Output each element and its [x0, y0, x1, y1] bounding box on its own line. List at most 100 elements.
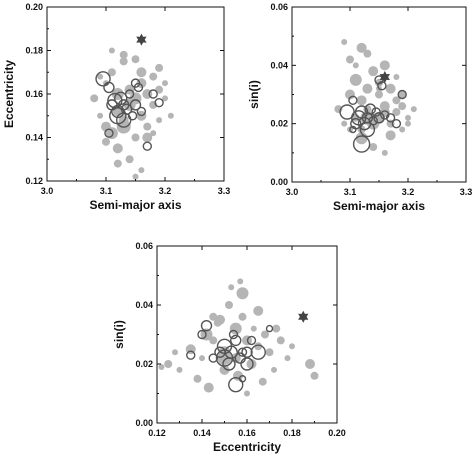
gray-point	[254, 342, 263, 351]
gray-point	[150, 130, 157, 137]
y-tick-label: 0.16	[25, 89, 43, 99]
gray-point	[381, 149, 388, 156]
gray-point	[209, 312, 218, 321]
open-circle-point	[348, 95, 358, 106]
star-marker	[379, 71, 390, 83]
open-circle-point	[250, 344, 266, 360]
gray-point	[305, 359, 315, 369]
gray-point	[199, 355, 205, 362]
open-circle-point	[197, 329, 207, 340]
scatter-panel-1: 3.0 3.1 3.2 3.3 0.12 0.14 0.16 0.18 0.20 Semi-maj…	[2, 2, 230, 212]
x-axis-label: Semi-major axis	[333, 199, 425, 213]
gray-point	[131, 133, 140, 142]
open-circle-point	[224, 345, 238, 359]
y-axis-label: sin(i)	[112, 320, 126, 349]
x-tick-label: 3.2	[402, 187, 415, 197]
open-circle-point	[377, 81, 387, 91]
x-tick-label: 3.0	[286, 187, 299, 197]
open-circle-point	[238, 375, 247, 383]
gray-point	[398, 90, 407, 99]
open-circle-point	[130, 78, 141, 88]
x-tick-label: 3.1	[344, 187, 357, 197]
y-tick-label: 0.14	[25, 133, 43, 143]
gray-point	[369, 143, 378, 151]
y-tick-label: 0.04	[135, 300, 153, 310]
gray-point	[119, 57, 128, 66]
gray-point	[368, 66, 379, 77]
gray-point	[379, 60, 390, 71]
star-marker	[298, 310, 309, 323]
gray-point	[228, 284, 235, 291]
gray-point	[393, 74, 400, 80]
open-circle-point	[397, 89, 407, 100]
gray-point	[209, 336, 218, 345]
star-marker	[136, 33, 147, 46]
scatter-panel-2: 3.0 3.1 3.2 3.3 0.00 0.02 0.04 0.06 Semi-major a…	[247, 2, 472, 213]
gray-point	[167, 112, 174, 119]
gray-point	[362, 83, 373, 94]
gray-point	[112, 143, 123, 154]
gray-point	[203, 382, 214, 393]
gray-point	[102, 137, 110, 146]
gray-point	[162, 95, 168, 102]
open-circle-point	[228, 329, 239, 340]
gray-point	[261, 330, 269, 339]
open-circle-point	[374, 75, 384, 85]
gray-point	[176, 366, 183, 373]
gray-point	[97, 73, 104, 80]
gray-point	[250, 325, 257, 332]
gray-point	[398, 102, 407, 111]
gray-point	[272, 324, 281, 333]
gray-point	[237, 278, 244, 285]
gray-point	[143, 122, 152, 131]
gray-point	[375, 90, 383, 99]
open-circle-point	[136, 106, 147, 117]
gray-point	[236, 287, 249, 300]
gray-point	[385, 130, 396, 141]
gray-point	[352, 62, 359, 69]
gray-point	[346, 55, 354, 64]
open-circle-point	[148, 89, 158, 99]
open-circle-point	[129, 99, 142, 111]
gray-point	[265, 348, 274, 357]
gray-point	[136, 67, 147, 78]
gray-point	[289, 343, 295, 350]
x-tick-label: 0.18	[283, 428, 301, 438]
open-circle-point	[208, 353, 218, 363]
open-circle-point	[371, 107, 381, 117]
open-circle-point	[359, 121, 376, 138]
x-tick-label: 3.3	[460, 187, 473, 197]
y-axis-label: Eccentricity	[2, 60, 16, 128]
x-tick-label: 3.1	[100, 186, 113, 196]
gray-point	[105, 127, 118, 140]
gray-point	[107, 68, 116, 77]
gray-point	[310, 371, 319, 380]
open-circle-point	[104, 128, 114, 138]
open-circle-point	[349, 125, 357, 134]
y-tick-label: 0.12	[25, 176, 43, 186]
gray-point	[276, 336, 285, 345]
gray-point	[356, 95, 367, 106]
gray-point	[158, 363, 165, 370]
open-circle-point	[124, 89, 135, 99]
gray-point	[217, 351, 232, 366]
open-circle-point	[237, 347, 248, 357]
open-circle-point	[230, 334, 242, 347]
open-circle-point	[200, 319, 213, 332]
gray-point	[405, 114, 411, 121]
open-circle-point	[120, 103, 133, 115]
gray-point	[164, 360, 173, 368]
open-circle-point	[127, 111, 138, 121]
gray-point	[244, 390, 250, 397]
y-tick-label: 0.00	[270, 177, 288, 187]
gray-point	[410, 106, 417, 113]
gray-point	[113, 159, 122, 168]
gray-point	[225, 301, 233, 309]
gray-point	[246, 359, 257, 369]
open-circle-point	[103, 81, 115, 94]
open-circle-point	[385, 113, 396, 123]
gray-point	[155, 63, 164, 72]
open-circle-point	[364, 103, 376, 115]
open-circle-point	[186, 350, 196, 360]
